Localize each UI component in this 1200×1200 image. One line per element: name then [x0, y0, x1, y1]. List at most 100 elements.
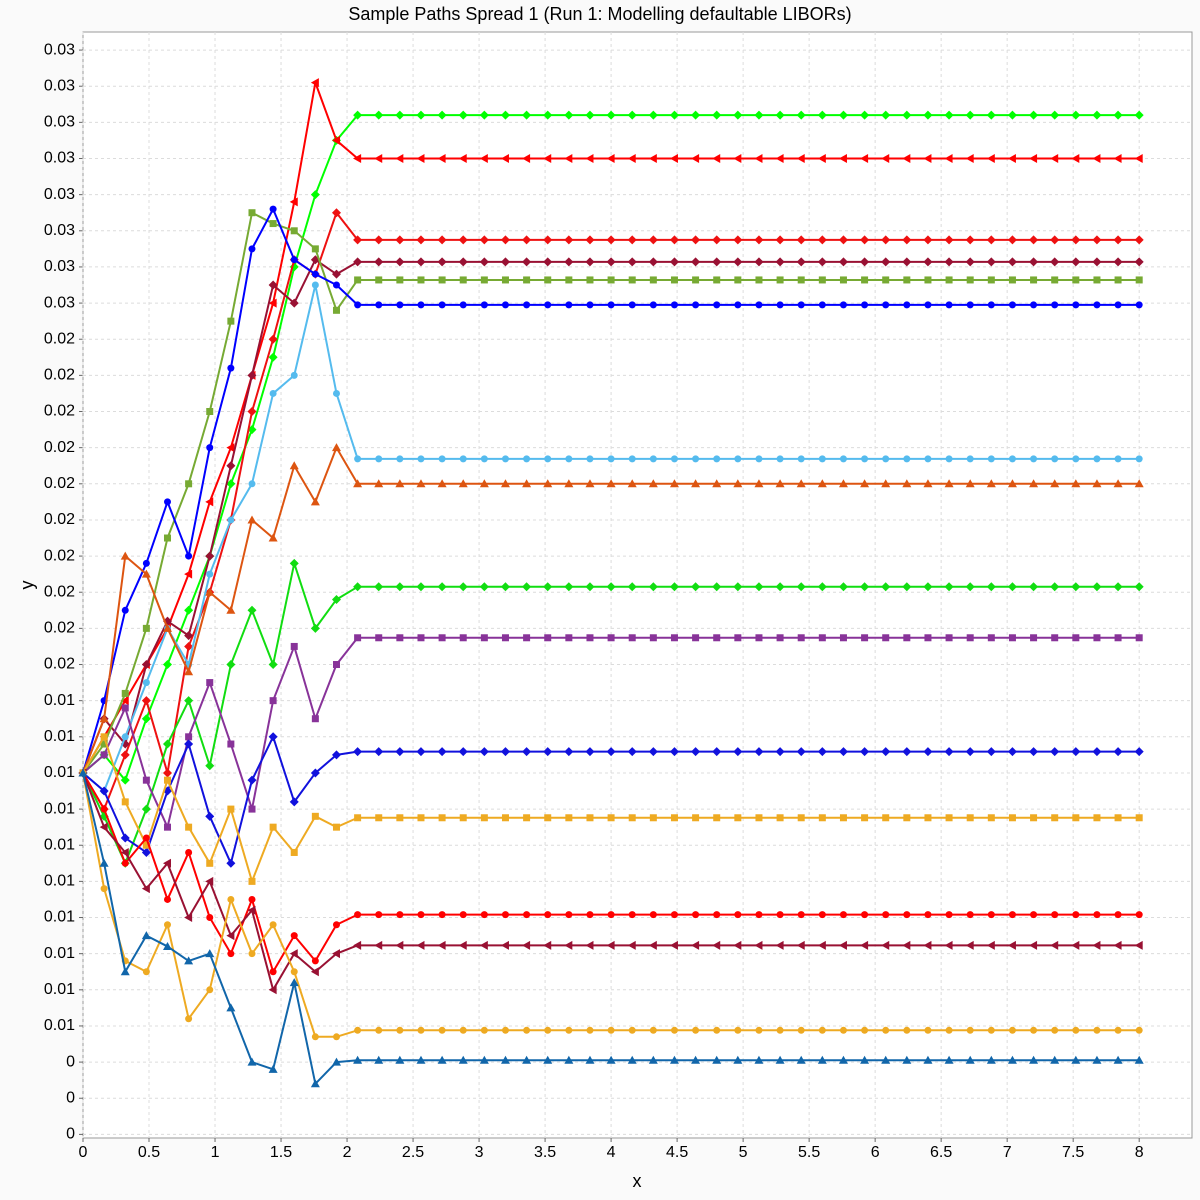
x-tick-label: 1	[211, 1144, 220, 1161]
marker	[1030, 814, 1038, 822]
marker	[310, 78, 319, 88]
marker	[141, 931, 151, 940]
marker	[184, 569, 193, 579]
marker	[944, 257, 954, 267]
marker	[565, 1026, 573, 1034]
marker	[606, 235, 616, 245]
marker	[648, 747, 658, 757]
marker	[1071, 940, 1080, 950]
marker	[1072, 634, 1080, 642]
marker	[417, 276, 425, 284]
y-tick-label: 0.02	[44, 656, 75, 673]
marker	[817, 747, 827, 757]
marker	[987, 301, 995, 309]
marker	[437, 940, 446, 950]
marker	[606, 747, 616, 757]
y-tick-label: 0.03	[44, 186, 75, 203]
marker	[100, 751, 108, 759]
marker	[670, 455, 678, 463]
marker	[796, 154, 805, 164]
marker	[142, 559, 150, 567]
marker	[586, 276, 594, 284]
marker	[353, 940, 362, 950]
x-tick-label: 7.5	[1062, 1144, 1084, 1161]
marker	[965, 582, 975, 592]
marker	[733, 110, 743, 120]
marker	[607, 455, 615, 463]
marker	[226, 660, 236, 670]
marker	[121, 733, 129, 741]
marker	[1007, 747, 1017, 757]
marker	[1114, 301, 1122, 309]
marker	[712, 154, 721, 164]
marker	[860, 1055, 870, 1064]
marker	[331, 1057, 341, 1066]
marker	[458, 479, 468, 488]
marker	[670, 301, 678, 309]
marker	[78, 768, 88, 777]
marker	[523, 455, 531, 463]
marker	[733, 747, 743, 757]
marker	[522, 479, 532, 488]
marker	[310, 967, 319, 977]
marker	[713, 634, 721, 642]
marker	[986, 479, 996, 488]
marker	[310, 768, 320, 778]
marker	[1134, 1055, 1144, 1064]
marker	[331, 135, 340, 145]
marker	[354, 814, 362, 822]
marker	[522, 154, 531, 164]
marker	[501, 634, 509, 642]
marker	[396, 814, 404, 822]
marker	[1134, 110, 1144, 120]
marker	[459, 814, 467, 822]
marker	[712, 582, 722, 592]
marker	[395, 940, 404, 950]
marker	[120, 967, 130, 976]
y-tick-label: 0.02	[44, 439, 75, 456]
marker	[1008, 634, 1016, 642]
marker	[374, 1055, 384, 1064]
marker	[395, 154, 404, 164]
marker	[586, 301, 594, 309]
marker	[479, 582, 489, 592]
marker	[881, 940, 890, 950]
marker	[734, 814, 742, 822]
marker	[754, 747, 764, 757]
marker	[205, 761, 215, 771]
marker	[100, 885, 108, 893]
marker	[564, 235, 574, 245]
marker	[543, 747, 553, 757]
marker	[437, 582, 447, 592]
marker	[353, 479, 363, 488]
marker	[205, 949, 215, 958]
x-tick-label: 6	[871, 1144, 880, 1161]
marker	[882, 301, 890, 309]
marker	[100, 733, 108, 741]
marker	[965, 1055, 975, 1064]
marker	[1050, 110, 1060, 120]
marker	[268, 985, 277, 995]
marker	[459, 911, 467, 919]
y-tick-label: 0	[66, 1126, 75, 1143]
marker	[817, 940, 826, 950]
marker	[565, 911, 573, 919]
marker	[522, 1055, 532, 1064]
marker	[861, 634, 869, 642]
marker	[1113, 479, 1123, 488]
marker	[712, 940, 721, 950]
marker	[458, 747, 468, 757]
y-tick-label: 0.01	[44, 836, 75, 853]
marker	[902, 235, 912, 245]
marker	[395, 582, 405, 592]
marker	[648, 154, 657, 164]
marker	[120, 551, 130, 560]
marker	[1134, 747, 1144, 757]
marker	[944, 110, 954, 120]
marker	[945, 634, 953, 642]
marker	[290, 256, 298, 264]
marker	[860, 110, 870, 120]
marker	[479, 940, 488, 950]
marker	[523, 911, 531, 919]
